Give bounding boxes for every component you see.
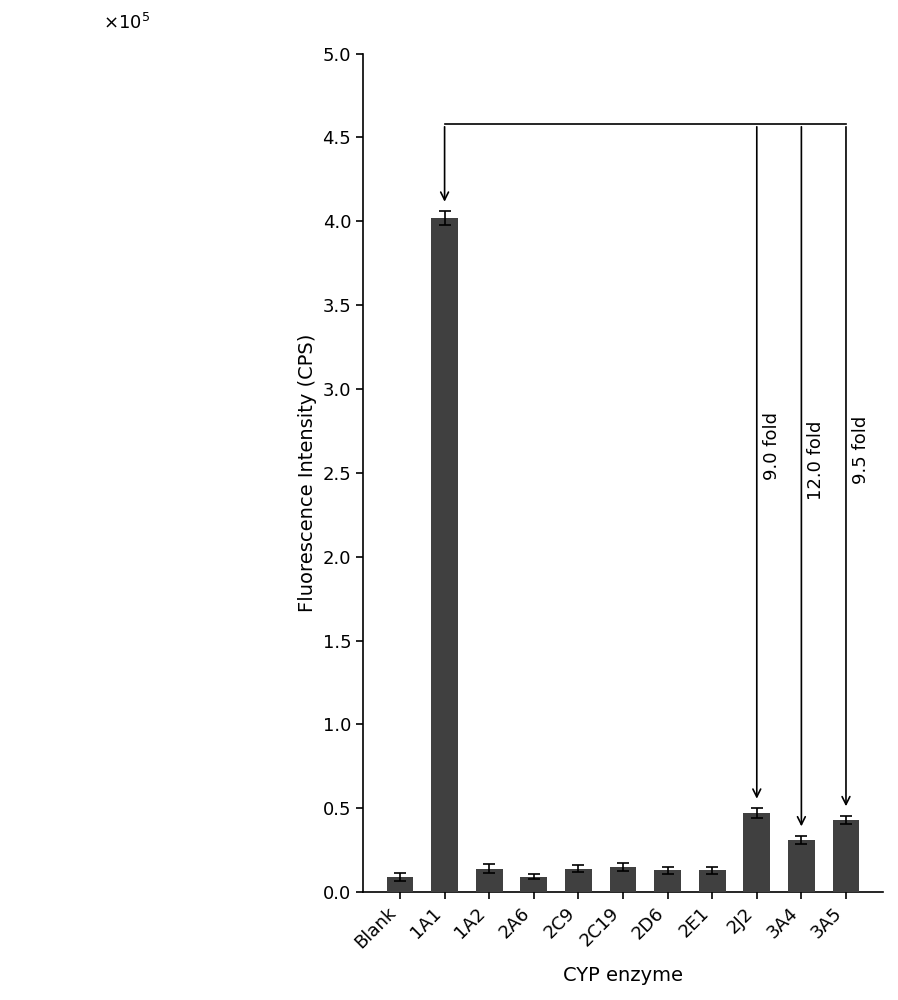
Bar <box>565 869 592 892</box>
Bar <box>788 840 814 892</box>
Text: 9.5 fold: 9.5 fold <box>852 416 870 484</box>
Bar <box>610 867 637 892</box>
Bar <box>521 877 547 892</box>
Bar <box>387 877 413 892</box>
Bar <box>431 218 458 892</box>
Y-axis label: Fluorescence Intensity (CPS): Fluorescence Intensity (CPS) <box>298 334 317 612</box>
Text: 12.0 fold: 12.0 fold <box>807 420 825 500</box>
Bar <box>832 820 859 892</box>
Bar <box>699 870 726 892</box>
Bar <box>744 813 770 892</box>
Text: $\times10^5$: $\times10^5$ <box>103 13 150 33</box>
Bar <box>655 870 681 892</box>
Bar <box>476 869 503 892</box>
X-axis label: CYP enzyme: CYP enzyme <box>563 966 683 985</box>
Text: 9.0 fold: 9.0 fold <box>762 412 780 480</box>
